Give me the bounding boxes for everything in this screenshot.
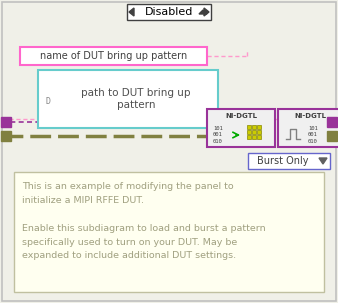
Polygon shape [199, 10, 207, 14]
Bar [248, 153, 330, 169]
Polygon shape [319, 158, 327, 164]
Bar [14, 172, 324, 292]
Text: This is an example of modifying the panel to
initialize a MIPI RFFE DUT.

Enable: This is an example of modifying the pane… [22, 182, 266, 261]
Polygon shape [204, 8, 209, 16]
Polygon shape [129, 8, 134, 16]
Text: 101
001
010: 101 001 010 [308, 126, 318, 144]
Bar [257, 130, 261, 134]
Bar [247, 125, 251, 129]
Bar [247, 130, 251, 134]
Bar [247, 135, 251, 139]
Text: name of DUT bring up pattern: name of DUT bring up pattern [40, 51, 187, 61]
Bar [20, 47, 207, 65]
Bar [252, 125, 256, 129]
Bar [207, 109, 275, 147]
Bar [257, 135, 261, 139]
Text: NI-DGTL: NI-DGTL [294, 113, 327, 119]
Text: path to DUT bring up
pattern: path to DUT bring up pattern [81, 88, 191, 110]
Bar [252, 135, 256, 139]
Bar [278, 109, 338, 147]
Bar [38, 70, 218, 128]
Bar [127, 4, 211, 20]
Text: D: D [46, 98, 50, 106]
Bar [257, 125, 261, 129]
Text: Burst Only: Burst Only [257, 156, 309, 166]
Text: NI-DGTL: NI-DGTL [225, 113, 257, 119]
Text: Disabled: Disabled [145, 7, 193, 17]
Bar [252, 130, 256, 134]
Text: 101
001
010: 101 001 010 [213, 126, 223, 144]
